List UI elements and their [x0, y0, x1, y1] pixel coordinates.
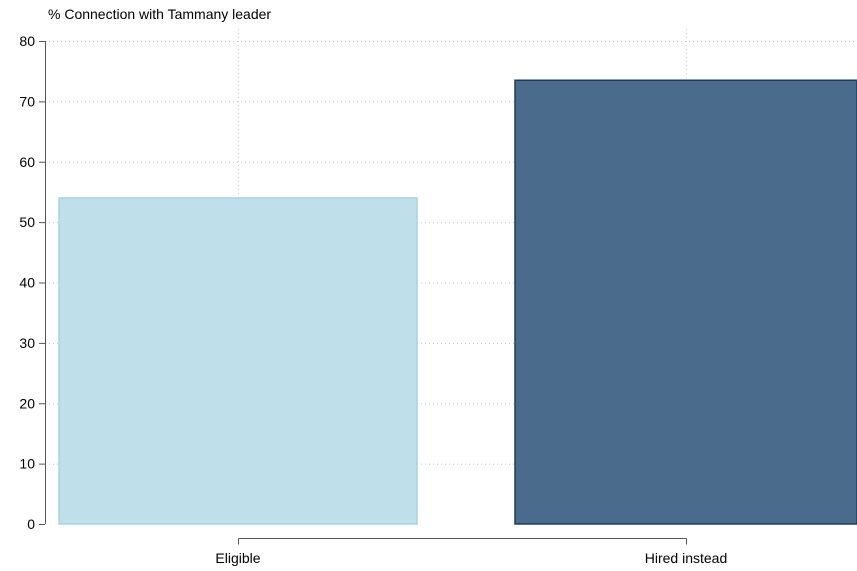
y-tick-label: 70	[19, 93, 35, 109]
x-tick-label: Eligible	[215, 550, 260, 566]
y-tick-label: 40	[19, 275, 35, 291]
y-tick-label: 20	[19, 395, 35, 411]
y-tick-label: 0	[27, 516, 35, 532]
bars	[58, 79, 857, 525]
y-tick-label: 30	[19, 335, 35, 351]
y-tick-label: 80	[19, 33, 35, 49]
y-tick-label: 50	[19, 214, 35, 230]
chart-title: % Connection with Tammany leader	[48, 6, 271, 22]
axes	[39, 41, 687, 545]
bar-eligible	[58, 197, 418, 525]
y-tick-label: 60	[19, 154, 35, 170]
tick-labels: 0 10 20 30 40 50 60 70 80 Eligible Hired instead	[19, 33, 727, 566]
x-tick-label: Hired instead	[645, 550, 728, 566]
bar-hired-instead	[514, 79, 857, 525]
y-tick-label: 10	[19, 456, 35, 472]
